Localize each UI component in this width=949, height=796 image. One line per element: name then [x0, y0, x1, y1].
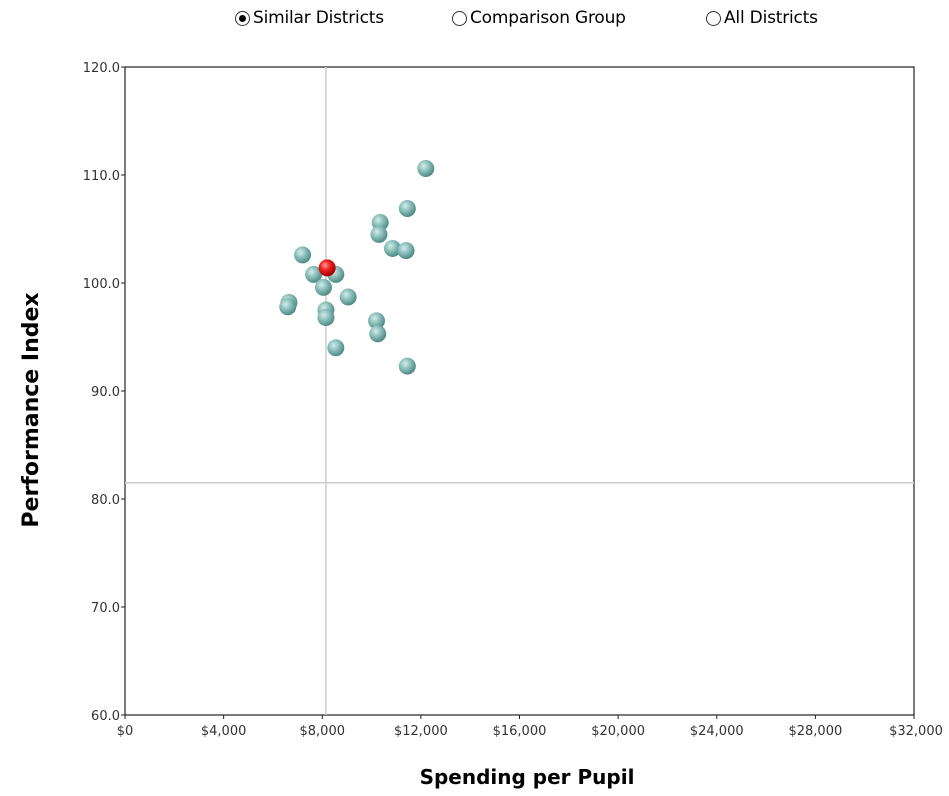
- y-tick-label: 80.0: [91, 493, 120, 508]
- x-tick-label: $28,000: [788, 724, 842, 739]
- x-tick-label: $16,000: [493, 724, 547, 739]
- radio-button-icon[interactable]: [452, 10, 467, 26]
- district-point: [294, 246, 312, 264]
- district-point: [369, 325, 387, 343]
- radio-label-comparison-group: Comparison Group: [470, 8, 626, 28]
- y-axis-title: Performance Index: [19, 292, 44, 527]
- district-point: [314, 278, 332, 296]
- x-tick-label: $8,000: [300, 724, 346, 739]
- district-point: [317, 309, 335, 327]
- x-tick-label: $12,000: [394, 724, 448, 739]
- district-point: [327, 339, 345, 357]
- x-tick-label: $4,000: [201, 724, 247, 739]
- radio-similar-districts[interactable]: Similar Districts: [235, 8, 384, 28]
- district-point: [367, 312, 385, 330]
- district-point: [398, 199, 416, 217]
- district-point: [398, 357, 416, 375]
- y-tick-label: 60.0: [91, 709, 120, 724]
- district-point: [397, 242, 415, 260]
- radio-all-districts[interactable]: All Districts: [706, 8, 818, 28]
- district-point: [417, 160, 435, 178]
- radio-comparison-group[interactable]: Comparison Group: [452, 8, 626, 28]
- radio-label-all-districts: All Districts: [724, 8, 818, 28]
- district-point: [305, 265, 323, 283]
- plot-area: [124, 66, 915, 716]
- x-tick-label: $24,000: [690, 724, 744, 739]
- district-point: [279, 298, 297, 316]
- y-tick-label: 100.0: [83, 277, 120, 292]
- district-point: [384, 239, 402, 257]
- x-tick-label: $0: [117, 724, 134, 739]
- y-tick-label: 90.0: [91, 385, 120, 400]
- highlighted-district-point: [318, 259, 336, 277]
- y-tick-label: 120.0: [83, 61, 120, 76]
- radio-button-icon[interactable]: [706, 10, 721, 26]
- x-tick-label: $20,000: [591, 724, 645, 739]
- district-point: [370, 225, 388, 243]
- radio-label-similar-districts: Similar Districts: [253, 8, 384, 28]
- radio-button-icon[interactable]: [235, 10, 250, 26]
- x-tick-label: $32,000: [889, 724, 943, 739]
- x-axis-title: Spending per Pupil: [420, 765, 635, 789]
- district-filter-radio-group: Similar Districts Comparison Group All D…: [0, 0, 949, 40]
- district-point: [339, 288, 357, 306]
- y-tick-label: 110.0: [83, 169, 120, 184]
- y-tick-label: 70.0: [91, 601, 120, 616]
